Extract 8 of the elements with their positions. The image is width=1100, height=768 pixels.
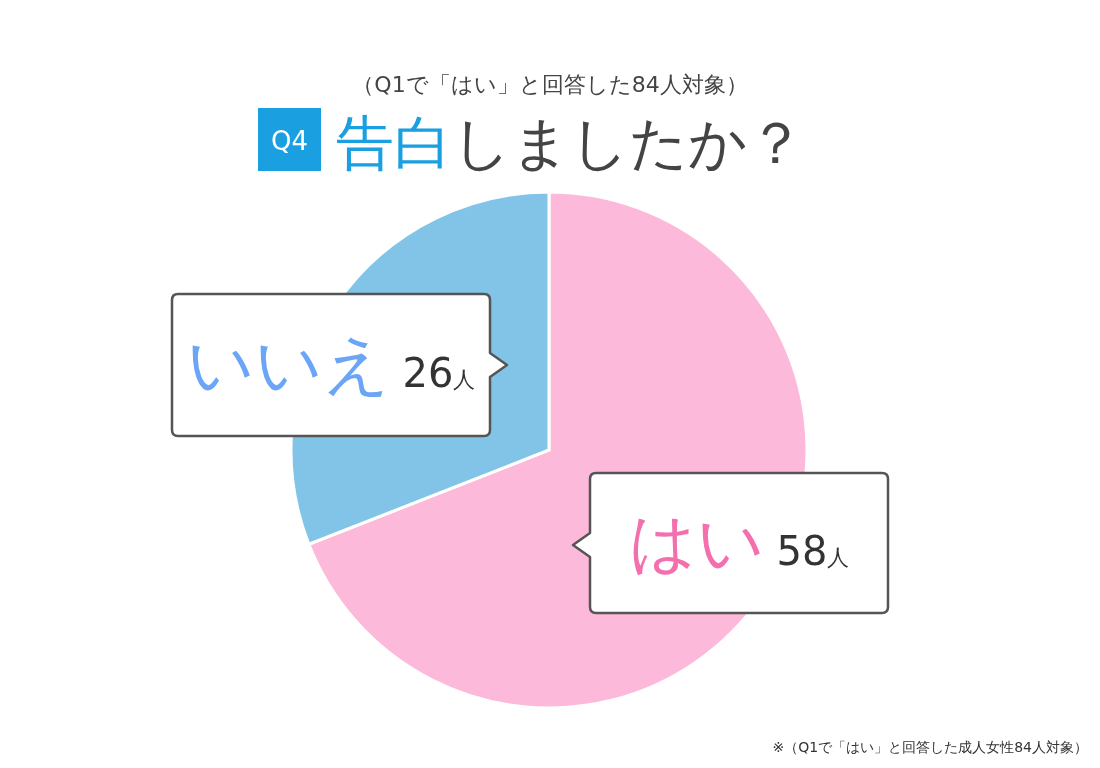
data-label: 26人	[402, 350, 476, 396]
text: ※（Q1で「はい」と回答した成人女性84人対象）	[772, 739, 1088, 755]
slice-label: はい	[628, 504, 765, 581]
data-label: 58人	[776, 528, 850, 574]
chart-subtitle: （Q1で「はい」と回答した84人対象）	[352, 72, 748, 97]
chart-title: 告白しましたか？	[336, 109, 805, 177]
text: Q4	[270, 126, 309, 156]
slice-label: いいえ	[186, 326, 391, 403]
